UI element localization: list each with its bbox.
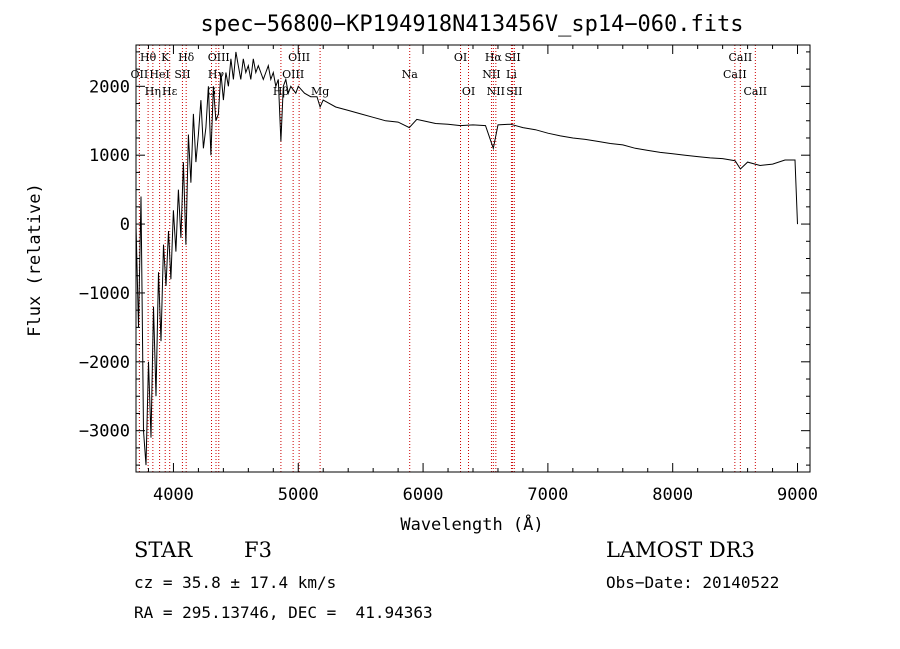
y-tick-label: −1000	[79, 284, 130, 304]
spectral-line-label: SII	[504, 51, 520, 64]
spectral-line-label: OI	[462, 85, 475, 98]
spectral-line-label: OIII	[282, 68, 304, 81]
x-tick-labels: 4000 5000 6000 7000 8000 9000	[153, 485, 818, 505]
spectral-line-label: Hα	[485, 51, 503, 64]
spectral-line-label: Mg	[311, 85, 329, 98]
survey-name: LAMOST DR3	[606, 538, 755, 562]
spectral-line-label: Hδ	[178, 51, 195, 64]
spectral-line-label: Hβ	[273, 85, 289, 98]
chart-title: spec−56800−KP194918N413456V_sp14−060.fit…	[200, 12, 743, 37]
object-class: STAR	[134, 538, 193, 562]
spectral-line-label: CaII	[743, 85, 767, 98]
spectral-line-label: HeI	[149, 68, 169, 81]
redshift-readout: cz = 35.8 ± 17.4 km/s	[134, 573, 337, 592]
observation-date: Obs−Date: 20140522	[606, 573, 780, 592]
y-tick-label: 2000	[89, 77, 130, 97]
spectral-line-label: G	[207, 85, 216, 98]
x-tick-label: 8000	[652, 485, 693, 505]
x-tick-label: 9000	[777, 485, 818, 505]
spectral-line-label: Na	[402, 68, 419, 81]
spectral-line-label: CaII	[723, 68, 747, 81]
spectral-line-label: Li	[506, 68, 517, 81]
spectral-line-label: Hε	[162, 85, 178, 98]
spectral-line-label: SII	[174, 68, 190, 81]
x-tick-label: 7000	[527, 485, 568, 505]
axis-ticks	[136, 45, 810, 472]
x-tick-label: 5000	[278, 485, 319, 505]
spectral-line-label: OII	[131, 68, 149, 81]
x-tick-label: 6000	[403, 485, 444, 505]
spectral-line-label: OI	[454, 51, 467, 64]
spectral-line-label: OIII	[208, 51, 230, 64]
y-tick-label: 0	[120, 215, 130, 235]
spectral-line-label: Hη	[145, 85, 161, 98]
coordinates-readout: RA = 295.13746, DEC = 41.94363	[134, 603, 433, 622]
spectral-line-label: OIII	[288, 51, 310, 64]
y-tick-label: 1000	[89, 146, 130, 166]
spectral-line-label: CaII	[729, 51, 753, 64]
spectral-line-labels: Hθ OII Hη K HeI Hε Hδ SII OIII Hγ G OIII OIII Hβ Mg Na O…	[131, 51, 768, 98]
y-axis-label: Flux (relative)	[25, 183, 45, 337]
spectral-line-label: K	[161, 51, 170, 64]
x-tick-label: 4000	[153, 485, 194, 505]
spectral-line-label: Hθ	[140, 51, 157, 64]
y-tick-labels: −3000 −2000 −1000 0 1000 2000	[79, 77, 130, 441]
spectral-line-markers	[138, 45, 756, 472]
x-axis-label: Wavelength (Å)	[400, 513, 543, 535]
spectral-line-label: Hγ	[208, 68, 225, 81]
spectral-line-label: SII	[506, 85, 522, 98]
y-tick-label: −3000	[79, 422, 130, 442]
spectral-line-label: NII	[487, 85, 505, 98]
spectral-line-label: NII	[482, 68, 500, 81]
object-subclass: F3	[244, 538, 272, 562]
y-tick-label: −2000	[79, 353, 130, 373]
spectrum-trace	[135, 51, 798, 466]
plot-frame	[135, 44, 811, 473]
